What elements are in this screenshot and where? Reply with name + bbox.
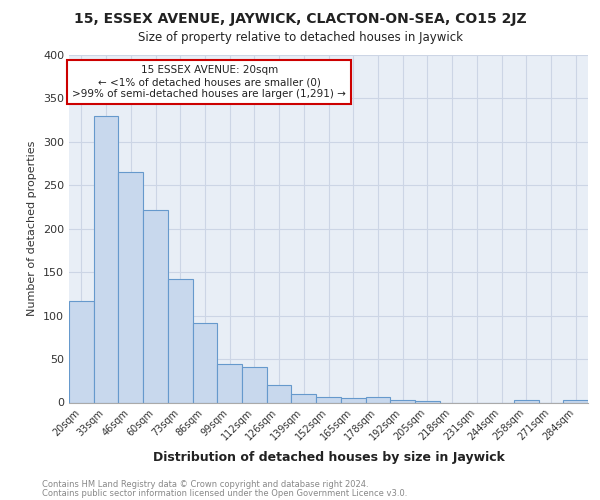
Bar xyxy=(193,322,217,402)
Text: Contains public sector information licensed under the Open Government Licence v3: Contains public sector information licen… xyxy=(42,488,407,498)
Bar xyxy=(94,116,118,403)
Bar xyxy=(242,367,267,402)
Text: 15, ESSEX AVENUE, JAYWICK, CLACTON-ON-SEA, CO15 2JZ: 15, ESSEX AVENUE, JAYWICK, CLACTON-ON-SE… xyxy=(74,12,526,26)
X-axis label: Distribution of detached houses by size in Jaywick: Distribution of detached houses by size … xyxy=(152,450,505,464)
Text: Contains HM Land Registry data © Crown copyright and database right 2024.: Contains HM Land Registry data © Crown c… xyxy=(42,480,368,489)
Bar xyxy=(168,279,193,402)
Bar xyxy=(341,398,365,402)
Bar xyxy=(563,400,588,402)
Text: Size of property relative to detached houses in Jaywick: Size of property relative to detached ho… xyxy=(137,31,463,44)
Bar xyxy=(118,172,143,402)
Bar xyxy=(316,398,341,402)
Bar xyxy=(415,401,440,402)
Bar xyxy=(267,385,292,402)
Text: 15 ESSEX AVENUE: 20sqm
← <1% of detached houses are smaller (0)
>99% of semi-det: 15 ESSEX AVENUE: 20sqm ← <1% of detached… xyxy=(72,66,346,98)
Bar xyxy=(143,210,168,402)
Y-axis label: Number of detached properties: Number of detached properties xyxy=(28,141,37,316)
Bar xyxy=(69,301,94,402)
Bar xyxy=(390,400,415,402)
Bar xyxy=(217,364,242,403)
Bar xyxy=(365,398,390,402)
Bar xyxy=(514,400,539,402)
Bar xyxy=(292,394,316,402)
